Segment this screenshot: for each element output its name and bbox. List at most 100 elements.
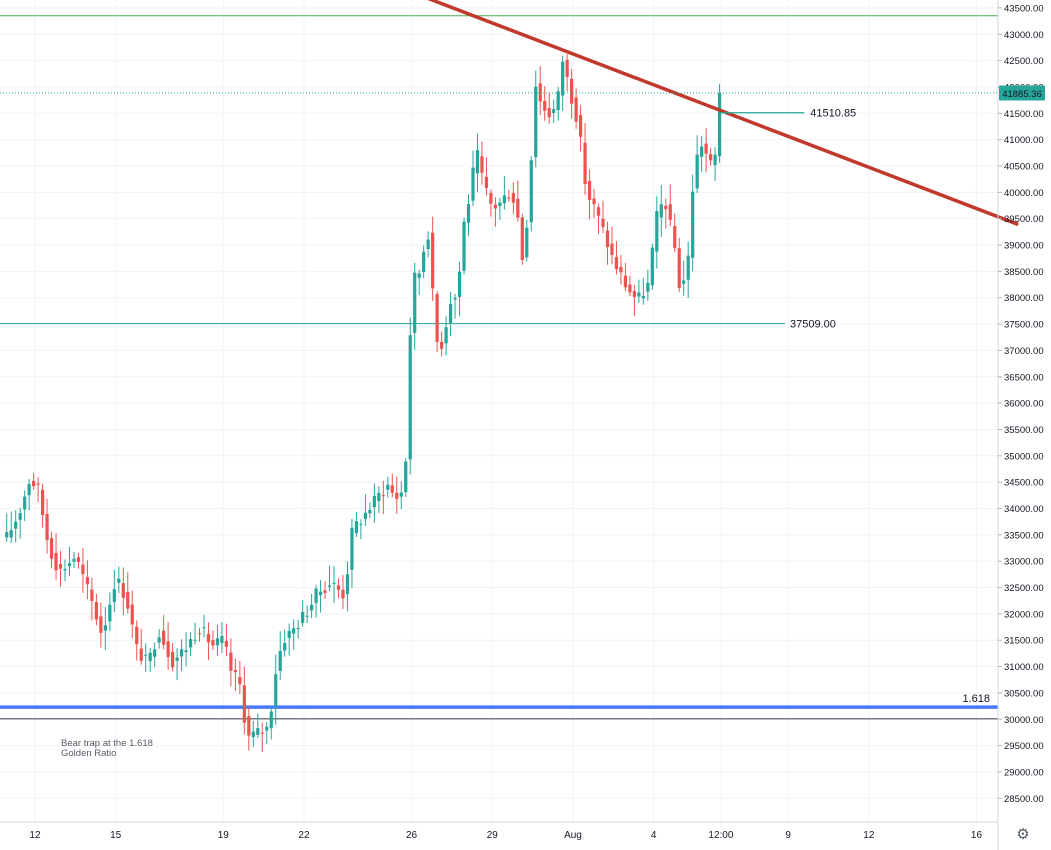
candle-up xyxy=(175,657,179,661)
candle-down xyxy=(538,83,542,102)
candle-up xyxy=(318,591,323,596)
candle-up xyxy=(63,569,67,571)
horizontal-levels[interactable]: 37509.00 1.618 xyxy=(0,15,998,720)
support-level-label: 37509.00 xyxy=(790,319,836,331)
candle-up xyxy=(426,239,430,249)
candle-up xyxy=(278,650,282,671)
candle-up xyxy=(713,154,717,166)
candle-down xyxy=(130,604,134,625)
candle-down xyxy=(121,583,125,598)
candle-down xyxy=(238,677,242,685)
candle-down xyxy=(439,341,444,349)
candle-down xyxy=(673,226,677,248)
candle-down xyxy=(623,275,628,288)
last-price-label: 41885.36 xyxy=(1002,89,1042,100)
y-tick-label: 35500.00 xyxy=(1004,425,1044,436)
candle-up xyxy=(220,635,224,644)
candle-up xyxy=(256,728,260,735)
descending-trendline[interactable] xyxy=(412,0,1019,226)
settings-gear-icon[interactable]: ⚙ xyxy=(1016,826,1030,843)
candle-up xyxy=(534,86,538,158)
candle-down xyxy=(435,294,439,342)
y-tick-label: 34500.00 xyxy=(1004,478,1044,489)
x-tick-label: 12 xyxy=(29,830,41,841)
candle-up xyxy=(659,204,663,218)
annotation-text: Bear trap at the 1.618 xyxy=(61,738,153,749)
candle-down xyxy=(628,284,632,293)
y-tick-label: 31500.00 xyxy=(1004,636,1044,647)
candle-up xyxy=(296,628,300,630)
candle-up xyxy=(408,335,412,460)
candle-up xyxy=(561,61,565,96)
x-tick-label: 29 xyxy=(487,830,499,841)
candle-down xyxy=(139,648,143,661)
candle-down xyxy=(431,232,435,289)
candle-down xyxy=(390,485,394,493)
x-tick-label: 15 xyxy=(110,830,122,841)
y-tick-label: 34000.00 xyxy=(1004,504,1044,515)
candle-up xyxy=(144,654,148,656)
candle-down xyxy=(574,97,578,122)
y-tick-label: 40500.00 xyxy=(1004,161,1044,172)
y-tick-label: 31000.00 xyxy=(1004,662,1044,673)
annotation-text: Golden Ratio xyxy=(61,748,116,759)
candle-down xyxy=(493,204,498,209)
candle-up xyxy=(332,582,336,584)
candle-up xyxy=(314,588,318,603)
candle-up xyxy=(359,523,363,525)
candle-down xyxy=(229,652,233,671)
price-axis[interactable]: 43500.0043000.0042500.0042000.0041500.00… xyxy=(998,3,1044,805)
candle-down xyxy=(99,616,103,633)
candle-down xyxy=(94,602,99,620)
y-tick-label: 42500.00 xyxy=(1004,56,1044,67)
y-tick-label: 32000.00 xyxy=(1004,609,1044,620)
candle-up xyxy=(103,625,107,631)
candle-down xyxy=(632,291,637,297)
candle-up xyxy=(184,650,188,653)
trendline-group[interactable] xyxy=(412,0,1019,226)
candle-up xyxy=(117,578,121,583)
x-tick-label: 12 xyxy=(863,830,875,841)
candle-up xyxy=(444,327,448,344)
candle-down xyxy=(570,78,574,104)
candle-down xyxy=(341,589,345,599)
candle-up xyxy=(18,513,22,520)
candle-up xyxy=(556,91,560,111)
candle-down xyxy=(170,651,175,668)
x-tick-label: 26 xyxy=(406,830,418,841)
candle-up xyxy=(448,304,453,323)
candle-up xyxy=(23,496,27,510)
y-tick-label: 39500.00 xyxy=(1004,214,1044,225)
y-tick-label: 35000.00 xyxy=(1004,451,1044,462)
candle-up xyxy=(265,726,269,731)
candle-down xyxy=(511,192,515,203)
candle-up xyxy=(471,167,475,201)
candle-down xyxy=(126,591,130,609)
candle-up xyxy=(655,211,659,252)
y-tick-label: 36500.00 xyxy=(1004,372,1044,383)
candle-up xyxy=(637,292,641,297)
candle-down xyxy=(592,198,596,205)
candle-down xyxy=(664,205,668,210)
y-tick-label: 41000.00 xyxy=(1004,135,1044,146)
candle-up xyxy=(386,484,390,490)
candle-up xyxy=(691,191,695,258)
candle-down xyxy=(677,248,681,288)
candle-up xyxy=(309,604,314,611)
candle-down xyxy=(668,204,672,220)
candle-down xyxy=(54,553,58,571)
candle-down xyxy=(40,489,45,516)
x-tick-label: 4 xyxy=(651,830,657,841)
candle-up xyxy=(502,195,506,204)
candle-down xyxy=(247,716,251,736)
candle-down xyxy=(507,197,511,199)
candle-up xyxy=(682,280,686,284)
candle-down xyxy=(336,585,341,590)
time-axis[interactable]: 12 15 19 22 26 29 Aug 4 12:00 9 12 16 xyxy=(29,830,982,841)
candle-up xyxy=(148,652,152,662)
candle-down xyxy=(605,230,610,248)
candle-up xyxy=(368,509,372,514)
last-price-tag xyxy=(999,85,1045,101)
fib-level-label: 1.618 xyxy=(962,693,990,705)
